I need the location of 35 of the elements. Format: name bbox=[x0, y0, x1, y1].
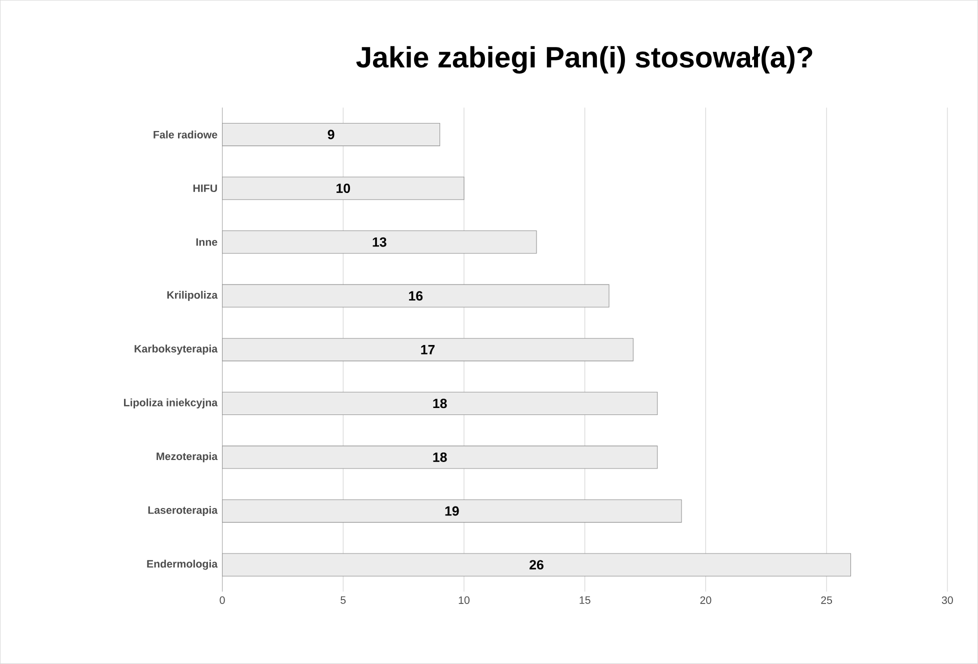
chart-title: Jakie zabiegi Pan(i) stosował(a)? bbox=[356, 46, 812, 74]
data-label: 10 bbox=[336, 184, 350, 194]
x-tick-label: 20 bbox=[700, 596, 712, 604]
x-tick-label: 15 bbox=[580, 596, 590, 604]
y-tick-label: Krilipoliza bbox=[167, 290, 218, 301]
x-tick-label: 30 bbox=[942, 596, 953, 604]
data-label: 26 bbox=[530, 560, 544, 570]
y-tick-label: Karboksyterapia bbox=[134, 344, 218, 355]
bar bbox=[222, 230, 537, 254]
y-tick-label: Laseroterapia bbox=[148, 506, 218, 516]
y-tick-label: Fale radiowe bbox=[154, 130, 218, 138]
y-tick-label: Lipoliza iniekcyjna bbox=[124, 398, 218, 408]
data-label: 9 bbox=[328, 130, 334, 140]
y-tick-label: Mezoterapia bbox=[156, 452, 218, 462]
bar bbox=[222, 446, 658, 469]
y-tick-label: HIFU bbox=[193, 184, 217, 192]
bar bbox=[222, 176, 464, 200]
data-label: 13 bbox=[372, 237, 386, 247]
bar bbox=[222, 122, 440, 146]
x-tick-label: 0 bbox=[220, 596, 225, 604]
bar bbox=[222, 338, 634, 362]
x-tick-label: 10 bbox=[458, 596, 470, 604]
y-tick-label: Endermologia bbox=[147, 560, 218, 570]
data-label: 19 bbox=[445, 506, 459, 516]
x-tick-label: 25 bbox=[821, 596, 832, 604]
data-label: 17 bbox=[421, 345, 435, 354]
y-tick-label: Inne bbox=[196, 238, 218, 246]
data-label: 18 bbox=[433, 452, 447, 462]
bar bbox=[222, 392, 658, 416]
bar bbox=[222, 284, 610, 308]
data-label: 16 bbox=[409, 291, 423, 301]
bar bbox=[222, 553, 851, 576]
bar bbox=[222, 499, 682, 523]
data-label: 18 bbox=[433, 398, 447, 408]
x-tick-label: 5 bbox=[340, 596, 346, 604]
